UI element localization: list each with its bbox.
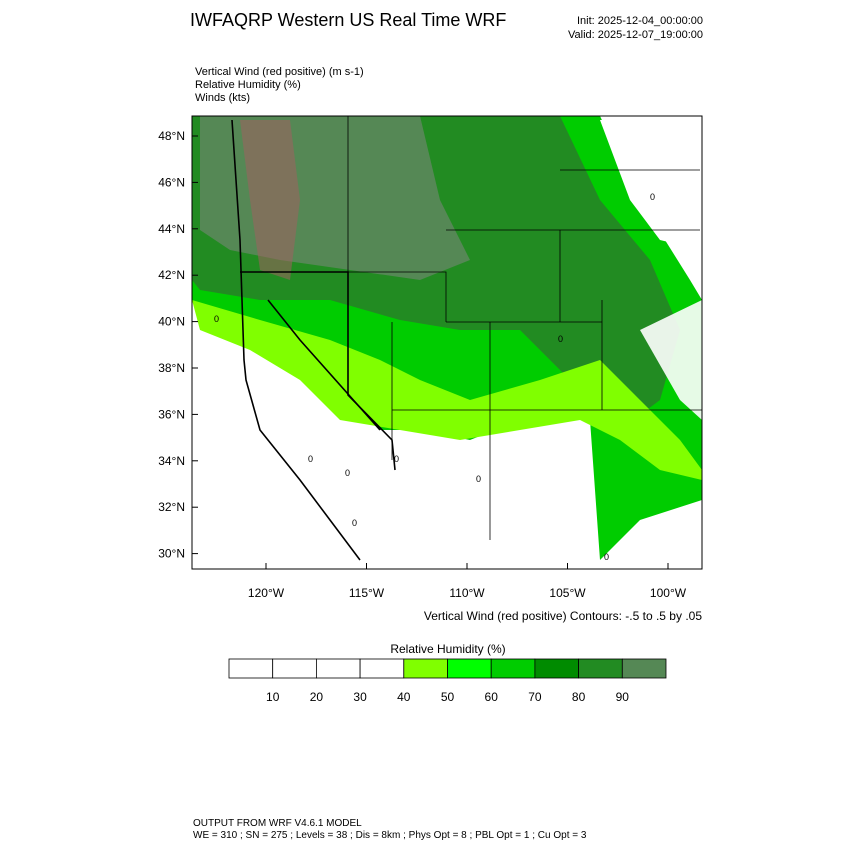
colorbar-label: 80: [572, 690, 586, 704]
lat-label: 36°N: [158, 407, 185, 421]
colorbar-box: [534, 658, 580, 679]
svg-text:0: 0: [558, 334, 563, 344]
colorbar-box: [447, 658, 492, 679]
colorbar-box: [490, 658, 536, 679]
contour-note: Vertical Wind (red positive) Contours: -…: [424, 609, 702, 623]
svg-text:0: 0: [345, 468, 350, 478]
footer-line: WE = 310 ; SN = 275 ; Levels = 38 ; Dis …: [193, 830, 587, 841]
lat-label: 48°N: [158, 129, 185, 143]
field-label: Winds (kts): [195, 92, 250, 104]
svg-text:0: 0: [352, 518, 357, 528]
lat-label: 40°N: [158, 315, 185, 329]
lon-label: 105°W: [549, 586, 586, 600]
colorbar-box: [228, 658, 274, 679]
map-art: 0 0 0 0 0 0 0 0 0: [192, 116, 702, 569]
colorbar-box: [272, 658, 317, 679]
colorbar-label: 60: [485, 690, 499, 704]
svg-text:0: 0: [604, 552, 609, 562]
svg-text:0: 0: [308, 454, 313, 464]
colorbar-box: [403, 658, 448, 679]
colorbar-label: 50: [441, 690, 455, 704]
lon-label: 100°W: [650, 586, 687, 600]
colorbar-label: 30: [353, 690, 367, 704]
valid-time: Valid: 2025-12-07_19:00:00: [568, 29, 703, 41]
lat-label: 42°N: [158, 268, 185, 282]
lat-label: 38°N: [158, 361, 185, 375]
colorbar-box: [359, 658, 405, 679]
map-frame: [191, 115, 703, 570]
colorbar-box: [578, 658, 623, 679]
colorbar-label: 20: [310, 690, 324, 704]
footer-line: OUTPUT FROM WRF V4.6.1 MODEL: [193, 818, 362, 829]
lon-label: 120°W: [248, 586, 285, 600]
colorbar-label: 90: [616, 690, 630, 704]
field-label: Vertical Wind (red positive) (m s-1): [195, 66, 364, 78]
colorbar-label: 10: [266, 690, 280, 704]
svg-text:0: 0: [394, 454, 399, 464]
svg-text:0: 0: [476, 474, 481, 484]
lat-label: 44°N: [158, 222, 185, 236]
lat-label: 46°N: [158, 175, 185, 189]
lat-label: 34°N: [158, 454, 185, 468]
svg-text:0: 0: [214, 314, 219, 324]
lon-label: 110°W: [449, 586, 485, 600]
svg-text:0: 0: [650, 192, 655, 202]
lon-label: 115°W: [349, 586, 385, 600]
title: IWFAQRP Western US Real Time WRF: [190, 10, 506, 30]
colorbar-label: 70: [528, 690, 542, 704]
colorbar-title: Relative Humidity (%): [390, 642, 505, 656]
colorbar-box: [315, 658, 361, 679]
lat-label: 32°N: [158, 500, 185, 514]
colorbar-box: [621, 658, 667, 679]
field-label: Relative Humidity (%): [195, 79, 301, 91]
lat-label: 30°N: [158, 547, 185, 561]
colorbar-label: 40: [397, 690, 411, 704]
init-time: Init: 2025-12-04_00:00:00: [577, 15, 703, 27]
